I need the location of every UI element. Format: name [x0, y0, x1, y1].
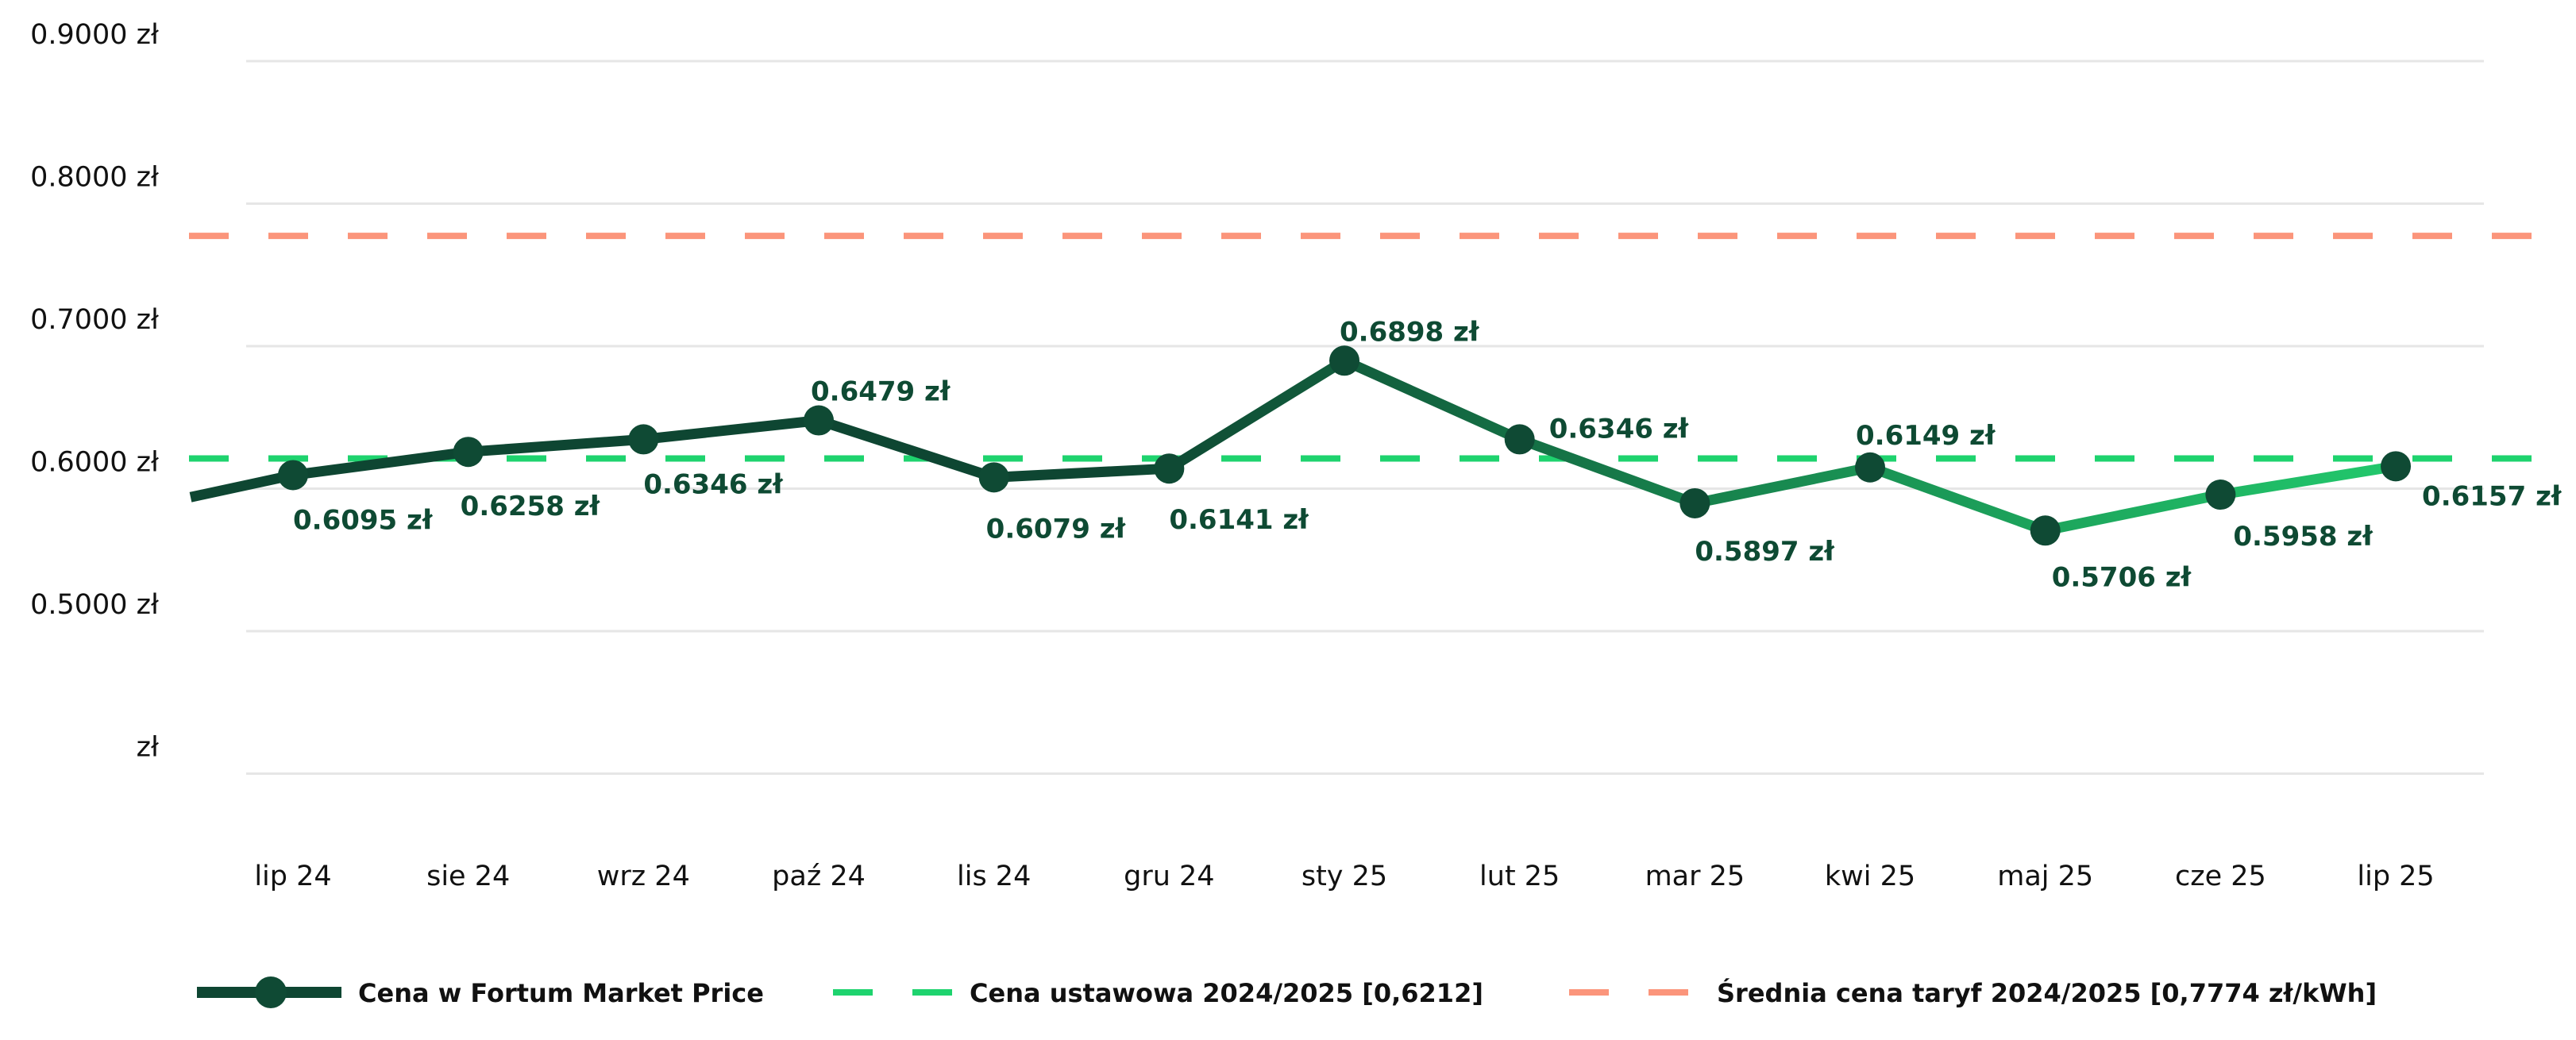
y-tick-label: 0.9000 zł	[30, 19, 159, 51]
data-label: 0.6149 zł	[1856, 420, 1996, 452]
data-label: 0.6157 zł	[2422, 480, 2563, 512]
data-point-marker	[2030, 515, 2061, 546]
x-tick-label: kwi 25	[1825, 861, 1915, 892]
legend-label: Cena w Fortum Market Price	[358, 978, 764, 1008]
x-tick-label: lut 25	[1479, 861, 1560, 892]
y-tick-label: 0.8000 zł	[30, 162, 159, 194]
grid-lines	[246, 60, 2484, 775]
legend-label: Cena ustawowa 2024/2025 [0,6212]	[970, 978, 1483, 1008]
data-label: 0.6479 zł	[811, 376, 951, 408]
data-point-marker	[1679, 487, 1710, 518]
data-label: 0.5958 zł	[2233, 521, 2374, 553]
x-axis: lip 24 sie 24 wrz 24 paź 24 lis 24 gru 24 sty …	[254, 861, 2434, 892]
data-point-marker	[1855, 452, 1886, 483]
data-label: 0.6141 zł	[1169, 504, 1309, 536]
data-label: 0.6898 zł	[1340, 316, 1480, 348]
data-point-marker	[978, 462, 1009, 493]
data-label: 0.5706 zł	[2052, 561, 2192, 593]
x-tick-label: cze 25	[2175, 861, 2266, 892]
y-tick-label: 0.6000 zł	[30, 447, 159, 479]
x-tick-label: wrz 24	[597, 861, 690, 892]
data-label: 0.6346 zł	[643, 468, 784, 500]
data-point-marker	[1504, 424, 1535, 455]
legend-item-market-price[interactable]: Cena w Fortum Market Price	[197, 976, 764, 1008]
x-tick-label: lis 24	[957, 861, 1031, 892]
data-label: 0.6258 zł	[461, 491, 601, 522]
x-tick-label: gru 24	[1124, 861, 1214, 892]
y-tick-label: 0.5000 zł	[30, 589, 159, 621]
x-tick-label: lip 24	[254, 861, 331, 892]
legend-item-average-tariff[interactable]: Średnia cena taryf 2024/2025 [0,7774 zł/…	[1569, 977, 2377, 1008]
data-label: 0.6346 zł	[1549, 413, 1690, 445]
legend-label: Średnia cena taryf 2024/2025 [0,7774 zł/…	[1717, 977, 2377, 1008]
y-axis: 0.9000 zł 0.8000 zł 0.7000 zł 0.6000 zł 0.50…	[30, 19, 159, 764]
series-fortum-market-price: 0.6095 zł 0.6258 zł 0.6346 zł 0.6479 zł 0.60…	[189, 316, 2563, 593]
y-tick-label: zł	[137, 732, 159, 764]
data-label: 0.6079 zł	[986, 513, 1127, 545]
x-tick-label: sie 24	[426, 861, 510, 892]
data-point-marker	[1154, 453, 1185, 484]
x-tick-label: lip 25	[2357, 861, 2434, 892]
data-point-marker	[804, 405, 835, 436]
x-tick-label: mar 25	[1645, 861, 1745, 892]
x-tick-label: maj 25	[1997, 861, 2093, 892]
data-point-marker	[278, 460, 308, 491]
series-line	[189, 355, 2397, 536]
data-label: 0.5897 zł	[1695, 536, 1835, 568]
x-tick-label: sty 25	[1301, 861, 1387, 892]
x-tick-label: paź 24	[772, 861, 866, 892]
y-tick-label: 0.7000 zł	[30, 304, 159, 336]
legend: Cena w Fortum Market Price Cena ustawowa…	[197, 976, 2377, 1008]
data-point-marker	[2381, 451, 2412, 482]
data-point-marker	[2205, 480, 2236, 510]
data-point-marker	[453, 437, 484, 468]
data-point-marker	[628, 424, 659, 455]
legend-marker-swatch	[255, 976, 287, 1008]
data-label: 0.6095 zł	[293, 504, 434, 536]
data-point-marker	[1329, 345, 1360, 376]
legend-item-statutory-price[interactable]: Cena ustawowa 2024/2025 [0,6212]	[833, 978, 1483, 1008]
